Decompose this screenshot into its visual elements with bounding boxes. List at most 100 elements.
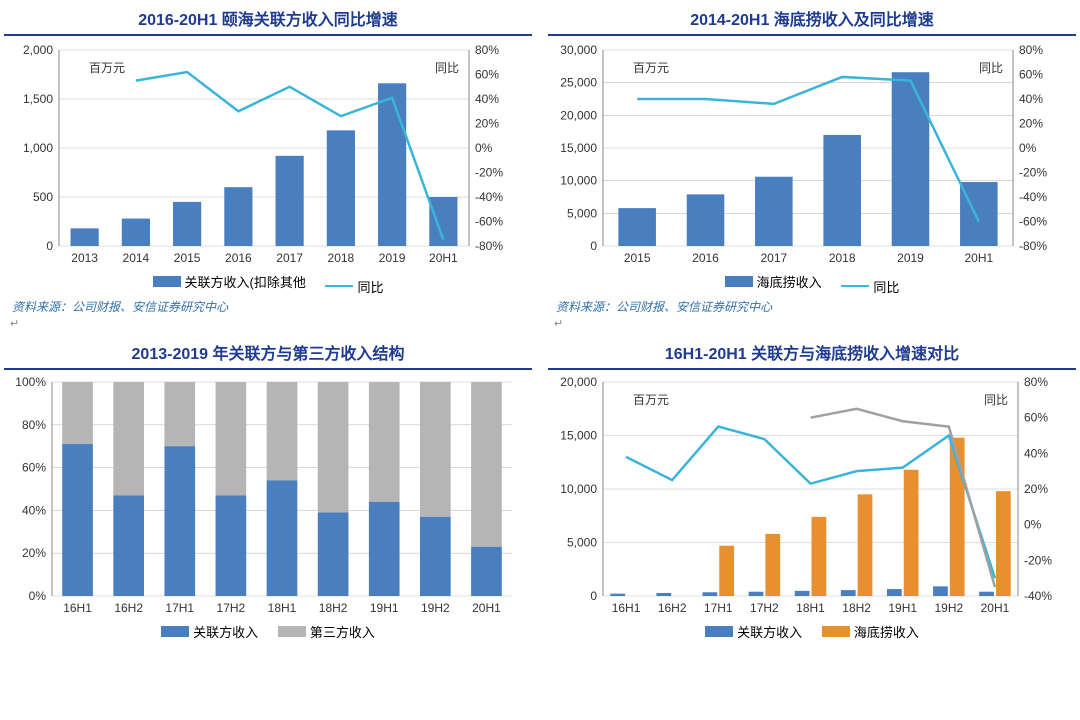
svg-text:-40%: -40% <box>475 190 503 204</box>
chart-panel-3: 2013-2019 年关联方与第三方收入结构 0%20%40%60%80%100… <box>4 338 532 641</box>
svg-text:18H2: 18H2 <box>842 601 871 615</box>
svg-text:19H1: 19H1 <box>888 601 917 615</box>
svg-text:40%: 40% <box>1024 446 1048 460</box>
svg-text:0%: 0% <box>29 589 47 603</box>
chart2-title: 2014-20H1 海底捞收入及同比增速 <box>548 4 1076 36</box>
svg-text:16H2: 16H2 <box>114 601 143 615</box>
svg-text:19H2: 19H2 <box>421 601 450 615</box>
svg-text:20H1: 20H1 <box>429 251 458 265</box>
chart1-legend-bar: 关联方收入(扣除其他 <box>185 272 306 291</box>
svg-text:80%: 80% <box>22 417 46 431</box>
svg-text:2017: 2017 <box>760 251 787 265</box>
svg-text:-20%: -20% <box>1019 166 1047 180</box>
chart3-legend-s2: 第三方收入 <box>310 622 375 641</box>
svg-text:80%: 80% <box>1019 43 1043 57</box>
svg-text:20%: 20% <box>475 117 499 131</box>
svg-text:2017: 2017 <box>276 251 303 265</box>
svg-text:60%: 60% <box>1019 68 1043 82</box>
svg-text:20H1: 20H1 <box>964 251 993 265</box>
svg-text:20%: 20% <box>1024 482 1048 496</box>
svg-text:1,500: 1,500 <box>23 92 53 106</box>
svg-text:40%: 40% <box>475 92 499 106</box>
svg-text:20H1: 20H1 <box>981 601 1010 615</box>
svg-text:100%: 100% <box>15 375 46 389</box>
svg-text:30,000: 30,000 <box>560 43 597 57</box>
svg-text:25,000: 25,000 <box>560 76 597 90</box>
svg-text:15,000: 15,000 <box>560 428 597 442</box>
svg-text:20%: 20% <box>1019 117 1043 131</box>
chart1-source: 资料来源：公司财报、安信证券研究中心 <box>4 296 532 317</box>
svg-text:0: 0 <box>46 239 53 253</box>
svg-text:1,000: 1,000 <box>23 141 53 155</box>
svg-text:20%: 20% <box>22 546 46 560</box>
svg-text:500: 500 <box>33 190 53 204</box>
chart4-legend-bar1: 关联方收入 <box>737 622 802 641</box>
svg-text:2019: 2019 <box>379 251 406 265</box>
svg-text:16H1: 16H1 <box>63 601 92 615</box>
svg-text:-80%: -80% <box>475 239 503 253</box>
svg-text:-60%: -60% <box>1019 215 1047 229</box>
svg-text:同比: 同比 <box>979 61 1003 75</box>
svg-text:-40%: -40% <box>1019 190 1047 204</box>
svg-text:5,000: 5,000 <box>567 206 597 220</box>
return-mark: ↵ <box>548 317 1076 330</box>
svg-text:17H2: 17H2 <box>750 601 779 615</box>
svg-text:40%: 40% <box>1019 92 1043 106</box>
svg-text:10,000: 10,000 <box>560 482 597 496</box>
chart2-plot: 0 5,000 10,000 15,000 20,000 25,000 30,000 -80%… <box>548 40 1076 270</box>
chart1-plot: 05001,0001,5002,000-80%-60%-40%-20%0%20%… <box>4 40 532 270</box>
svg-text:40%: 40% <box>22 503 46 517</box>
svg-text:0%: 0% <box>1024 517 1042 531</box>
svg-text:60%: 60% <box>475 68 499 82</box>
svg-text:16H1: 16H1 <box>612 601 641 615</box>
chart1-legend-line: 同比 <box>357 277 383 296</box>
svg-text:百万元: 百万元 <box>633 393 669 407</box>
chart4-plot: 0 5,000 10,000 15,000 20,000 -40% -20% 0% 20% 40%… <box>548 374 1076 620</box>
svg-text:20,000: 20,000 <box>560 108 597 122</box>
svg-text:2015: 2015 <box>174 251 201 265</box>
svg-text:百万元: 百万元 <box>89 61 125 75</box>
svg-text:15,000: 15,000 <box>560 141 597 155</box>
svg-text:2018: 2018 <box>328 251 355 265</box>
svg-text:17H1: 17H1 <box>704 601 733 615</box>
svg-text:0: 0 <box>590 589 597 603</box>
svg-text:20H1: 20H1 <box>472 601 501 615</box>
svg-text:80%: 80% <box>1024 375 1048 389</box>
chart-panel-4: 16H1-20H1 关联方与海底捞收入增速对比 05,00010,00015,0… <box>548 338 1076 641</box>
svg-text:19H1: 19H1 <box>370 601 399 615</box>
svg-text:16H2: 16H2 <box>658 601 687 615</box>
svg-text:同比: 同比 <box>435 61 459 75</box>
svg-text:2019: 2019 <box>897 251 924 265</box>
svg-text:20,000: 20,000 <box>560 375 597 389</box>
svg-text:0: 0 <box>590 239 597 253</box>
chart2-source: 资料来源：公司财报、安信证券研究中心 <box>548 296 1076 317</box>
svg-text:-40%: -40% <box>1024 589 1052 603</box>
svg-text:18H1: 18H1 <box>796 601 825 615</box>
svg-text:-20%: -20% <box>1024 553 1052 567</box>
svg-text:18H1: 18H1 <box>268 601 297 615</box>
svg-text:17H2: 17H2 <box>217 601 246 615</box>
svg-text:60%: 60% <box>22 460 46 474</box>
chart2-legend-line: 同比 <box>873 277 899 296</box>
svg-text:-20%: -20% <box>475 166 503 180</box>
svg-text:10,000: 10,000 <box>560 174 597 188</box>
svg-text:同比: 同比 <box>984 393 1008 407</box>
chart3-plot: 0%20%40%60%80%100%16H116H217H117H218H118… <box>4 374 532 620</box>
svg-text:5,000: 5,000 <box>567 535 597 549</box>
chart1-title: 2016-20H1 颐海关联方收入同比增速 <box>4 4 532 36</box>
return-mark: ↵ <box>4 317 532 330</box>
svg-text:0%: 0% <box>475 141 493 155</box>
chart2-legend: 海底捞收入 同比 <box>548 270 1076 296</box>
chart1-legend: 关联方收入(扣除其他 同比 <box>4 270 532 296</box>
svg-text:80%: 80% <box>475 43 499 57</box>
svg-text:2016: 2016 <box>225 251 252 265</box>
chart4-legend-bar2: 海底捞收入 <box>854 622 919 641</box>
chart3-legend-s1: 关联方收入 <box>193 622 258 641</box>
chart-panel-1: 2016-20H1 颐海关联方收入同比增速 05001,0001,5002,00… <box>4 4 532 330</box>
svg-text:-60%: -60% <box>475 215 503 229</box>
svg-text:2015: 2015 <box>624 251 651 265</box>
svg-text:2013: 2013 <box>71 251 98 265</box>
svg-text:19H2: 19H2 <box>934 601 963 615</box>
svg-text:-80%: -80% <box>1019 239 1047 253</box>
chart3-legend: 关联方收入 第三方收入 <box>4 620 532 641</box>
